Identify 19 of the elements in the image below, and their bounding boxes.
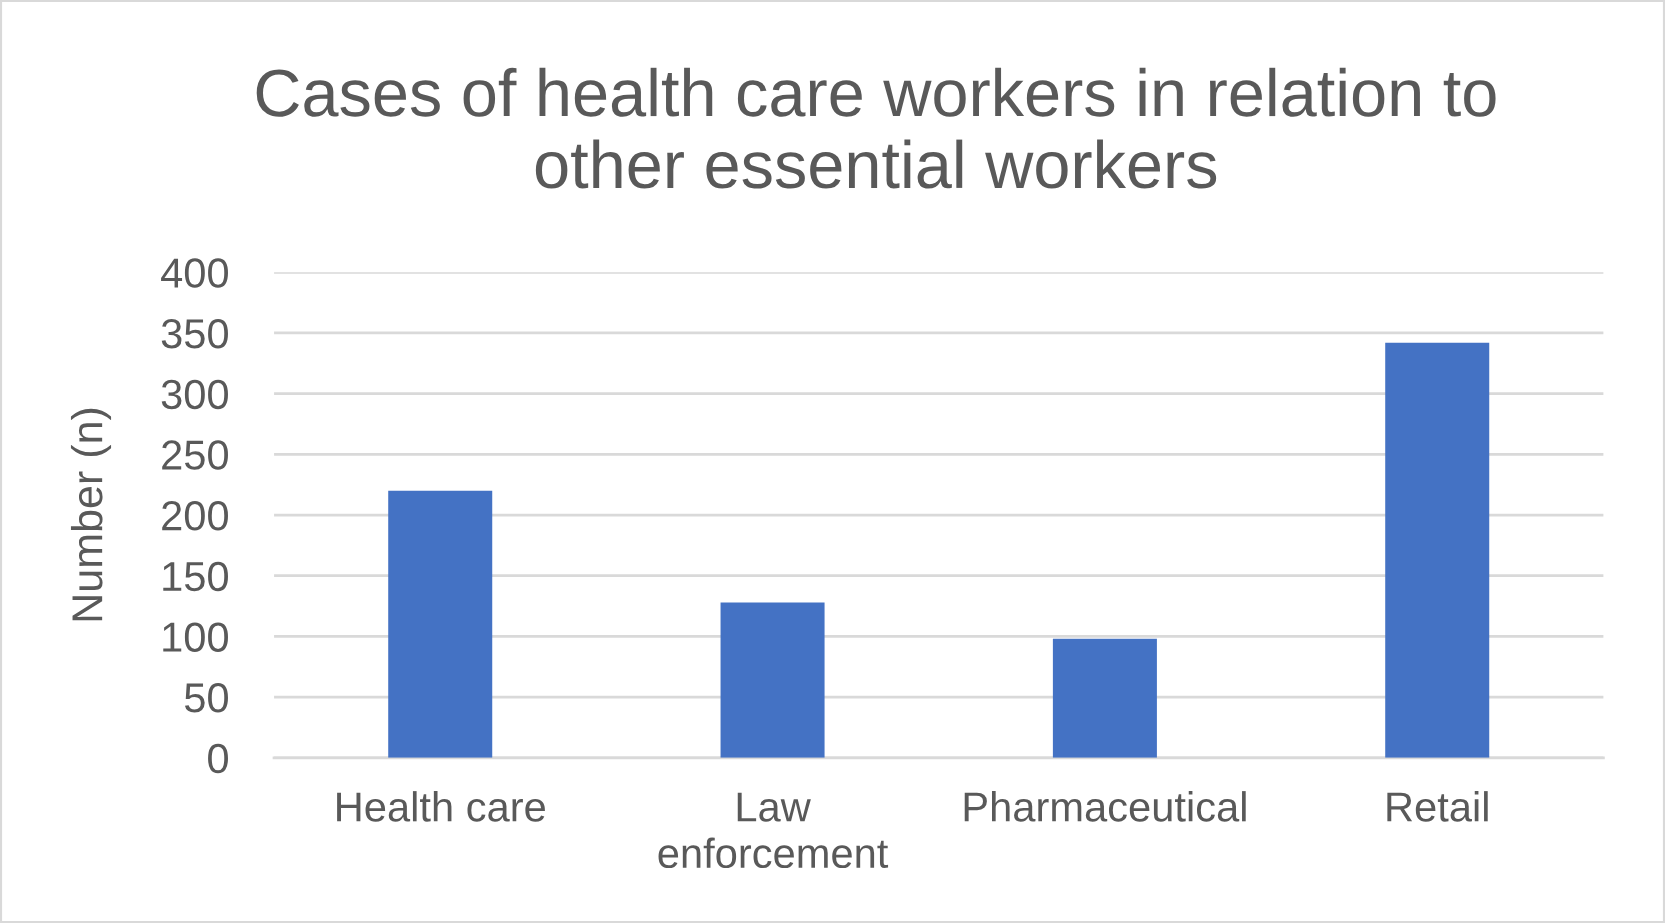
y-tick-label: 0 <box>208 743 228 774</box>
x-tick-label: Law enforcement <box>658 792 889 869</box>
bar <box>1385 342 1490 758</box>
y-tick-label: 50 <box>184 683 228 713</box>
chart-title: Cases of health care workers in relation to other essential workers <box>256 67 1496 189</box>
y-tick-label: 150 <box>163 561 228 592</box>
x-tick-label: Health care <box>337 791 545 822</box>
bar <box>720 602 825 758</box>
y-tick-label: 350 <box>161 318 228 349</box>
x-tick-label: Pharmaceutical <box>964 791 1246 822</box>
y-tick-label: 100 <box>163 622 228 652</box>
y-tick-label: 200 <box>162 501 228 531</box>
x-tick-label: Retail <box>1387 791 1488 822</box>
y-axis-title: Number (n) <box>70 408 112 621</box>
y-tick-label: 300 <box>161 379 228 410</box>
y-tick-label: 400 <box>161 258 228 288</box>
bar <box>388 490 493 758</box>
y-tick-label: 250 <box>162 440 228 470</box>
bar <box>1052 638 1157 758</box>
